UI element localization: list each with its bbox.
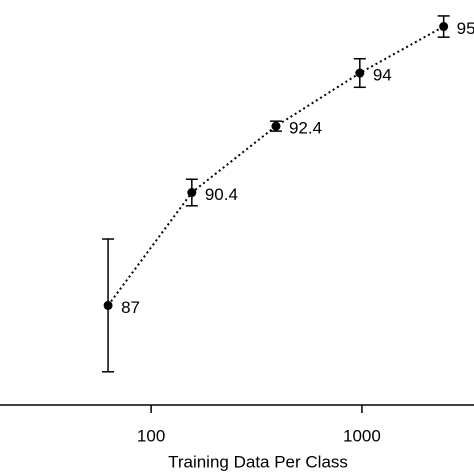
point (103, 300, 113, 310)
point (187, 188, 197, 198)
value-label: 90.4 (205, 185, 238, 204)
x-tick-label: 1000 (343, 426, 381, 445)
value-label: 95.4 (457, 19, 474, 38)
series-line (107, 25, 445, 307)
value-label: 94 (373, 66, 392, 85)
x-axis-label: Training Data Per Class (168, 452, 348, 471)
value-label: 87 (121, 298, 140, 317)
value-label: 92.4 (289, 119, 322, 138)
x-tick-label: 100 (137, 426, 165, 445)
point (355, 68, 365, 78)
point (271, 121, 281, 131)
point (439, 22, 449, 32)
